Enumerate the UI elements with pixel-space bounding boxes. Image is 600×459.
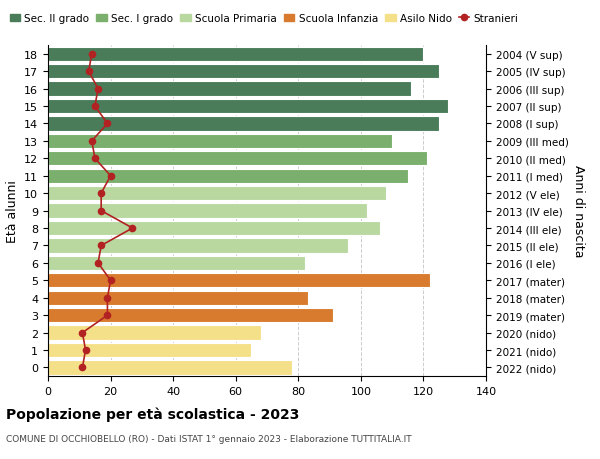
Bar bbox=[48, 326, 261, 340]
Bar bbox=[48, 47, 424, 62]
Bar bbox=[48, 361, 292, 375]
Y-axis label: Anni di nascita: Anni di nascita bbox=[572, 165, 585, 257]
Text: COMUNE DI OCCHIOBELLO (RO) - Dati ISTAT 1° gennaio 2023 - Elaborazione TUTTITALI: COMUNE DI OCCHIOBELLO (RO) - Dati ISTAT … bbox=[6, 434, 412, 443]
Bar bbox=[48, 274, 430, 288]
Bar bbox=[48, 187, 386, 201]
Y-axis label: Età alunni: Età alunni bbox=[5, 180, 19, 242]
Bar bbox=[48, 65, 439, 79]
Bar bbox=[48, 343, 251, 358]
Bar bbox=[48, 82, 411, 96]
Bar bbox=[48, 204, 367, 218]
Bar bbox=[48, 291, 308, 305]
Legend: Sec. II grado, Sec. I grado, Scuola Primaria, Scuola Infanzia, Asilo Nido, Stran: Sec. II grado, Sec. I grado, Scuola Prim… bbox=[5, 10, 523, 28]
Bar bbox=[48, 100, 448, 114]
Bar bbox=[48, 256, 305, 270]
Bar bbox=[48, 308, 332, 323]
Text: Popolazione per età scolastica - 2023: Popolazione per età scolastica - 2023 bbox=[6, 406, 299, 421]
Bar bbox=[48, 152, 427, 166]
Bar bbox=[48, 239, 349, 253]
Bar bbox=[48, 117, 439, 131]
Bar bbox=[48, 221, 380, 235]
Bar bbox=[48, 169, 408, 184]
Bar bbox=[48, 134, 392, 149]
